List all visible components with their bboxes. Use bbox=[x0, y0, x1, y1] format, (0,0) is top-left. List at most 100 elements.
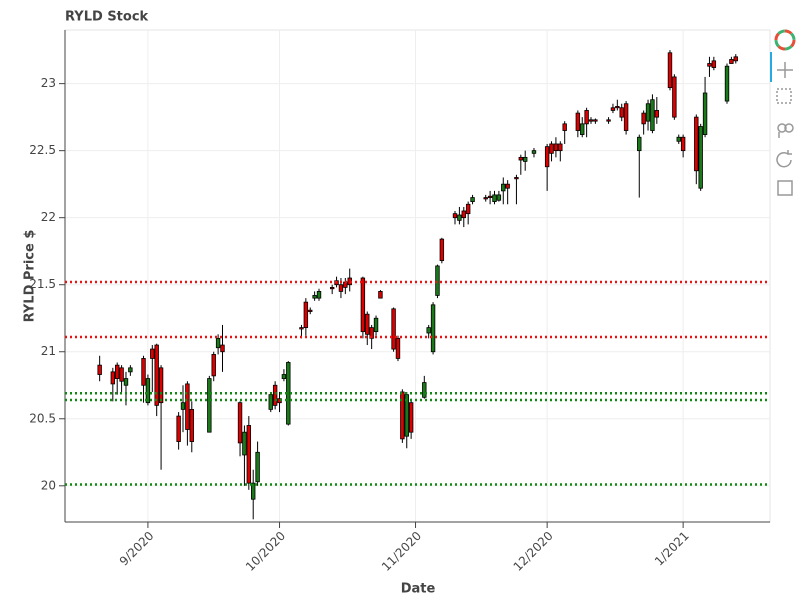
candle-body bbox=[606, 119, 611, 122]
candle-body bbox=[123, 378, 129, 386]
y-tick-label: 21.5 bbox=[29, 277, 56, 291]
candle-body bbox=[189, 408, 194, 442]
candle-body bbox=[694, 116, 699, 172]
reset-tool[interactable] bbox=[776, 150, 792, 168]
box-zoom-tool[interactable] bbox=[776, 88, 792, 104]
candle-body bbox=[562, 123, 567, 131]
candle-body bbox=[207, 378, 212, 433]
candle-body bbox=[470, 197, 475, 202]
candle-body bbox=[268, 394, 273, 410]
candle-body bbox=[404, 394, 409, 437]
candle-body bbox=[711, 60, 717, 68]
y-tick-label: 23 bbox=[41, 76, 56, 90]
candle-body bbox=[378, 291, 383, 299]
candle-body bbox=[483, 197, 488, 200]
save-tool[interactable] bbox=[777, 180, 793, 196]
candle-body bbox=[369, 327, 374, 339]
candle-body bbox=[698, 126, 703, 189]
candle-body bbox=[391, 308, 396, 350]
candle-body bbox=[422, 382, 427, 398]
candle-body bbox=[312, 295, 317, 299]
candle-body bbox=[400, 391, 405, 440]
y-axis-label: RYLD Price $ bbox=[23, 230, 38, 323]
pan-tool[interactable] bbox=[777, 62, 793, 78]
candle-body bbox=[487, 195, 493, 198]
y-tick-label: 20 bbox=[41, 478, 56, 492]
candle-body bbox=[220, 344, 225, 353]
candle-body bbox=[733, 56, 738, 62]
candle-body bbox=[316, 291, 322, 299]
candle-body bbox=[645, 103, 651, 122]
candle-body bbox=[237, 402, 243, 444]
candle-body bbox=[505, 183, 510, 189]
candle-body bbox=[702, 92, 708, 135]
candle-body bbox=[610, 107, 616, 111]
candle-body bbox=[619, 107, 624, 118]
x-axis-label: Date bbox=[401, 582, 436, 597]
y-tick-label: 20.5 bbox=[29, 411, 56, 425]
wheel-zoom-tool[interactable] bbox=[777, 123, 794, 138]
candle-body bbox=[593, 119, 598, 122]
candle-body bbox=[580, 123, 585, 135]
candle-body bbox=[329, 286, 335, 290]
candle-body bbox=[623, 103, 629, 131]
candle-body bbox=[215, 337, 221, 349]
candle-body bbox=[308, 309, 313, 312]
logo bbox=[774, 29, 796, 51]
candle-body bbox=[299, 327, 304, 330]
candle-body bbox=[119, 367, 124, 382]
candle-body bbox=[676, 136, 681, 142]
candle-body bbox=[242, 431, 247, 456]
candle-body bbox=[176, 415, 181, 442]
candle-body bbox=[435, 265, 440, 296]
candle-body bbox=[360, 277, 366, 333]
candle-body bbox=[145, 378, 151, 404]
candle-body bbox=[395, 337, 401, 359]
candle-body bbox=[251, 482, 256, 500]
candle-body bbox=[654, 110, 660, 118]
candle-body bbox=[452, 213, 458, 219]
candle-body bbox=[303, 301, 309, 329]
candle-body bbox=[128, 367, 133, 373]
candle-body bbox=[158, 367, 164, 404]
candle-body bbox=[110, 371, 116, 385]
candle-body bbox=[544, 146, 550, 168]
candle-body bbox=[426, 327, 431, 334]
candle-body bbox=[286, 362, 291, 425]
candle-body bbox=[575, 112, 581, 131]
candle-body bbox=[558, 143, 563, 152]
candle-body bbox=[115, 364, 120, 379]
candle-body bbox=[180, 402, 186, 410]
candle-body bbox=[707, 63, 712, 67]
candle-body bbox=[492, 194, 497, 202]
candle-body bbox=[141, 358, 146, 386]
candle-body bbox=[584, 110, 589, 125]
candle-body bbox=[272, 384, 278, 406]
candle-body bbox=[246, 425, 252, 484]
candle-body bbox=[496, 194, 502, 201]
y-tick-label: 22.5 bbox=[29, 143, 56, 157]
candle-body bbox=[650, 99, 655, 131]
candle-body bbox=[461, 210, 466, 219]
candle-body bbox=[408, 402, 414, 433]
candle-body bbox=[150, 348, 155, 359]
candle-body bbox=[615, 106, 620, 109]
candle-body bbox=[154, 344, 159, 406]
candle-body bbox=[97, 364, 102, 375]
candle-body bbox=[641, 112, 646, 125]
y-tick-label: 22 bbox=[41, 210, 56, 224]
candle-body bbox=[501, 183, 506, 192]
candle-body bbox=[514, 177, 519, 180]
candle-body bbox=[211, 354, 216, 377]
candle-body bbox=[457, 214, 462, 221]
candle-body bbox=[672, 76, 677, 118]
candle-body bbox=[373, 317, 379, 333]
candle-body bbox=[185, 383, 190, 430]
candle-body bbox=[531, 150, 537, 154]
candle-body bbox=[637, 136, 642, 152]
candle-body bbox=[338, 284, 344, 292]
candle-body bbox=[680, 136, 686, 152]
candle-body bbox=[667, 52, 673, 89]
